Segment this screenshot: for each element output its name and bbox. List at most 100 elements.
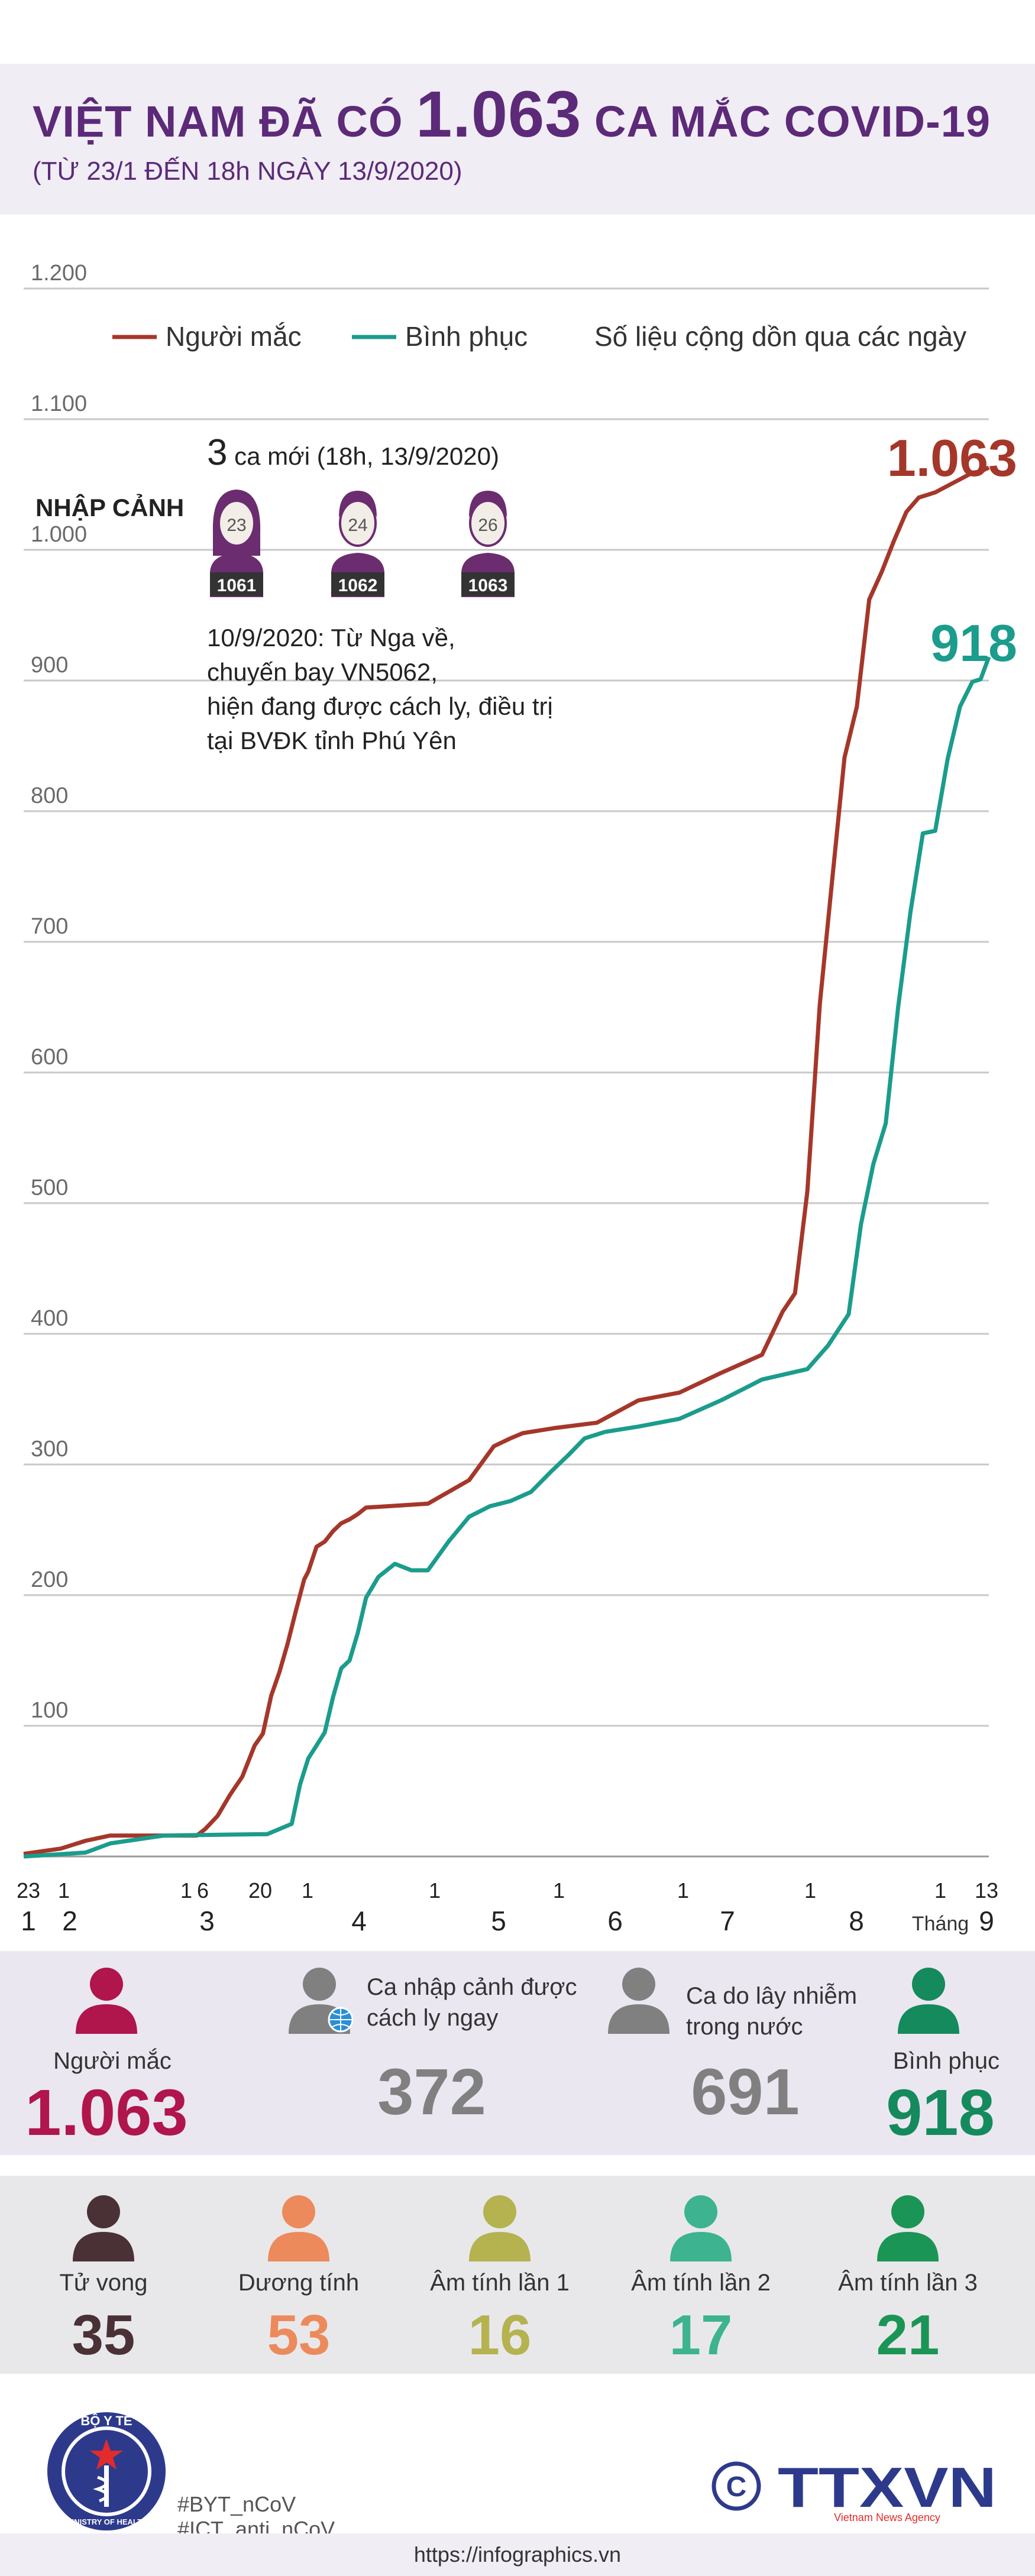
x-tick-month: 1 [21,1906,36,1936]
stat-icon [665,2191,736,2264]
x-tick-month: 6 [607,1906,623,1936]
note-line: chuyến bay VN5062, [207,658,438,686]
x-tick-day: 1 [302,1878,313,1903]
x-tick-month: Tháng [912,1913,969,1935]
patient-note: 10/9/2020: Từ Nga về, chuyến bay VN5062, h… [207,621,553,758]
stat-value: 17 [669,2303,733,2367]
svg-text:23: 23 [227,516,246,535]
svg-text:1063: 1063 [468,576,508,595]
svg-text:C: C [726,2471,747,2503]
x-tick-day: 1 [934,1878,946,1903]
stat-value: 21 [876,2303,940,2367]
entry-label: NHẬP CẢNH [35,494,185,521]
patient-1062: 24 1062 [328,485,387,597]
stat-label: Dương tính [238,2270,360,2296]
note-line: 10/9/2020: Từ Nga về, [207,624,455,652]
svg-text:BỘ Y TẾ: BỘ Y TẾ [80,2413,132,2428]
y-tick-label: 1.200 [31,261,87,286]
new-cases-count: 3 [207,432,228,473]
chart-lines [23,465,991,1859]
person-icon [670,2195,732,2261]
agency-logo: C TTXVN Vietnam News Agency [710,2456,1000,2525]
new-cases-heading: 3 ca mới (18h, 13/9/2020) [207,432,499,474]
source-url[interactable]: https://infographics.vn [413,2542,622,2567]
male-person-icon: 26 1063 [461,491,515,597]
y-tick-label: 200 [31,1567,68,1592]
x-tick-month: 3 [199,1906,215,1936]
y-axis-ticks: 100 200 300 400 500 600 700 800 900 1.000 1.100 1.2… [31,261,87,1723]
stat-icon [71,1963,142,2037]
chart-grid [24,287,989,1858]
ministry-logo: BỘ Y TẾ MINISTRY OF HEALTH [41,2406,172,2536]
stat-icon [284,1963,355,2037]
person-icon [469,2195,531,2261]
x-tick-day: 1 [58,1878,70,1903]
svg-text:MINISTRY OF HEALTH: MINISTRY OF HEALTH [66,2517,147,2526]
stat-label: Ca do lây nhiễm trong nước [686,1983,858,2040]
x-tick-day: 1 [180,1878,192,1903]
stat-icon [893,1963,964,2037]
y-tick-label: 900 [31,653,68,678]
person-icon [877,2195,939,2261]
y-tick-label: 1.100 [31,391,87,416]
svg-text:24: 24 [348,516,367,535]
series-end-labels: 1.063 918 [887,429,1017,672]
person-icon [73,2195,134,2261]
series-line-recovered [23,656,991,1859]
y-tick-label: 500 [31,1175,68,1200]
x-tick-day: 1 [429,1878,441,1903]
title-suffix: CA MẮC COVID-19 [581,97,991,146]
y-tick-label: 100 [31,1698,68,1723]
page-title: VIỆT NAM ĐÃ CÓ 1.063 CA MẮC COVID-19 [33,77,991,152]
x-tick-day: 6 [197,1878,209,1903]
x-tick-month: 4 [351,1906,367,1936]
cases-line-chart: 100 200 300 400 500 600 700 800 900 1.000 1.100 1.2… [17,261,1017,1936]
new-cases-text: ca mới (18h, 13/9/2020) [227,442,499,470]
stat-icon [263,2191,334,2264]
person-icon [268,2195,329,2261]
chart-legend: Người mắc Bình phục Số liệu cộng dồn qua c… [112,321,966,352]
x-axis-ticks: 23 1 1 6 20 1 1 1 1 1 1 131 2 3 4 5 6 7 8 Tháng 9 [17,1878,998,1936]
stat-value: 53 [267,2303,331,2367]
y-tick-label: 800 [31,783,68,808]
stats-panel-top [0,1951,1035,2155]
person-icon [898,1968,959,2034]
x-tick-month: 5 [491,1906,506,1936]
chart-note: Số liệu cộng dồn qua các ngày [594,321,966,352]
x-tick-day: 1 [553,1878,565,1903]
y-tick-label: 300 [31,1437,68,1462]
series-line-cases [23,465,990,1856]
stat-icon [464,2191,535,2264]
person-globe-icon [289,1968,354,2034]
svg-text:Vietnam News Agency: Vietnam News Agency [834,2512,940,2523]
stat-value: 16 [468,2303,532,2367]
stat-label: Âm tính lần 3 [838,2270,978,2296]
stat-icon [68,2191,139,2264]
x-tick-day: 1 [804,1878,816,1903]
person-icon [76,1968,137,2034]
x-tick-day: 23 [17,1878,40,1903]
patient-1063: 26 1063 [458,485,518,597]
legend-label: Người mắc [166,321,302,352]
x-tick-month: 2 [62,1906,77,1936]
page-subtitle: (TỪ 23/1 ĐẾN 18h NGÀY 13/9/2020) [33,157,462,186]
stat-icon [603,1963,674,2037]
y-tick-label: 700 [31,914,68,939]
patient-1061: 23 1061 [207,485,266,597]
hashtag-byt[interactable]: #BYT_nCoV [177,2492,296,2516]
x-tick-month: 9 [979,1906,994,1936]
svg-text:TTXVN: TTXVN [778,2460,997,2519]
stat-value: 372 [377,2056,486,2128]
svg-text:26: 26 [478,516,497,535]
stat-label: Bình phục [892,2048,1000,2074]
svg-text:1062: 1062 [338,576,378,595]
stat-label: Âm tính lần 1 [430,2270,570,2296]
x-tick-day: 20 [248,1878,272,1903]
stat-label: Âm tính lần 2 [631,2270,771,2296]
title-prefix: VIỆT NAM ĐÃ CÓ [33,97,416,146]
x-tick-day: 13 [975,1878,998,1903]
stat-value: 35 [72,2303,135,2367]
stat-icon [872,2191,943,2264]
stat-value: 918 [886,2076,995,2149]
legend-label: Bình phục [405,321,528,352]
